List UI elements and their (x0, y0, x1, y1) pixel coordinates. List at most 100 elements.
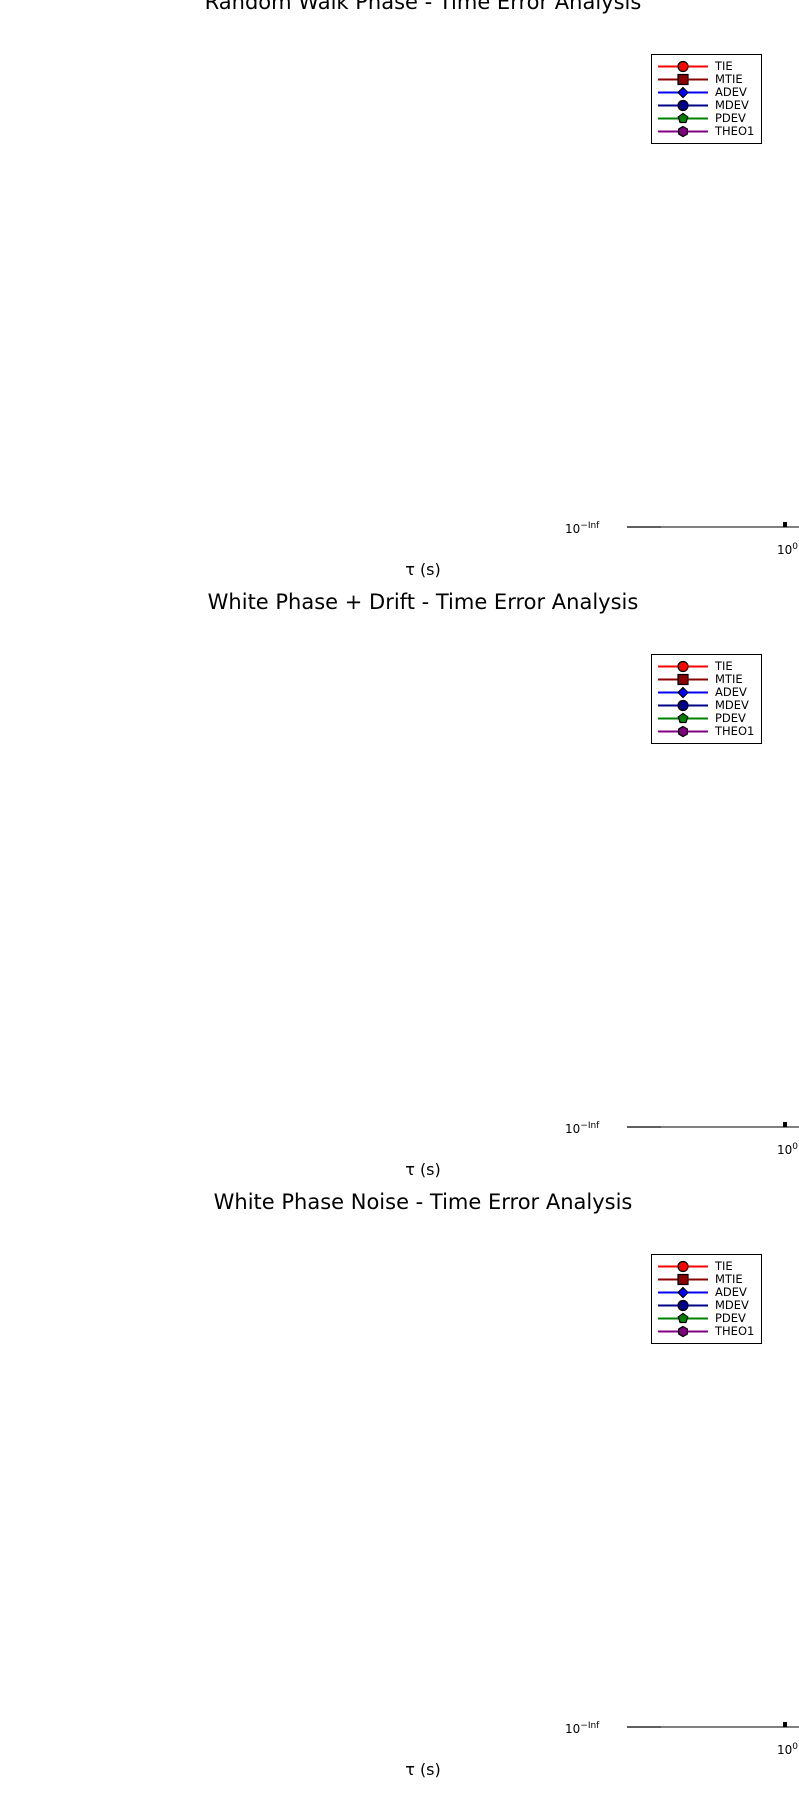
legend-label: MDEV (715, 698, 749, 712)
x-tick-mark (783, 1722, 787, 1727)
y-tick-exponent: −Inf (580, 521, 600, 531)
legend-marker (677, 686, 689, 699)
legend: TIE MTIE ADEV MDEV PDEV THEO1 (651, 1254, 762, 1344)
y-tick-label: 10−Inf (565, 521, 600, 536)
legend-label: THEO1 (715, 1324, 755, 1338)
legend-swatch (658, 112, 708, 124)
legend-swatch (658, 660, 708, 673)
legend-entry: MTIE (652, 672, 763, 686)
chart-title: White Phase + Drift - Time Error Analysi… (207, 590, 639, 614)
chart-panel: White Phase + Drift - Time Error Analysi… (0, 590, 799, 1200)
legend-swatch (658, 99, 708, 112)
legend-swatch (658, 1260, 708, 1273)
legend-marker (677, 60, 689, 73)
legend-label: THEO1 (715, 724, 755, 738)
legend-entry: MTIE (652, 1272, 763, 1286)
legend-swatch (658, 1286, 708, 1299)
legend-entry: TIE (652, 659, 763, 673)
legend-label: ADEV (715, 685, 747, 699)
legend-entry: ADEV (652, 85, 763, 99)
y-tick-label: 10−Inf (565, 1121, 600, 1136)
legend-entry: PDEV (652, 1311, 763, 1325)
legend-swatch (658, 686, 708, 699)
legend-swatch (658, 125, 708, 138)
legend-entry: TIE (652, 59, 763, 73)
x-tick-exponent: 0 (792, 1142, 798, 1152)
legend-entry: PDEV (652, 111, 763, 125)
legend-marker (677, 1312, 689, 1324)
legend-entry: ADEV (652, 1285, 763, 1299)
legend-swatch (658, 60, 708, 73)
legend-swatch (658, 1312, 708, 1324)
legend-swatch (658, 712, 708, 724)
legend-label: ADEV (715, 1285, 747, 1299)
legend-label: ADEV (715, 85, 747, 99)
legend-label: MDEV (715, 1298, 749, 1312)
legend-label: MTIE (715, 672, 743, 686)
legend-label: THEO1 (715, 124, 755, 138)
chart-panel: White Phase Noise - Time Error Analysis 1… (0, 1190, 799, 1800)
legend-label: TIE (715, 659, 733, 673)
legend-label: PDEV (715, 111, 746, 125)
plot-area: 10−Inf 100 (565, 1721, 799, 1757)
legend-swatch (658, 86, 708, 99)
legend-entry: MDEV (652, 1298, 763, 1312)
legend-label: MDEV (715, 98, 749, 112)
legend-swatch (658, 725, 708, 738)
legend-swatch (658, 673, 708, 686)
legend-swatch (658, 73, 708, 86)
legend-entry: THEO1 (652, 724, 763, 738)
legend-entry: THEO1 (652, 1324, 763, 1338)
legend-marker (677, 73, 689, 86)
legend-marker (677, 112, 689, 124)
legend-label: TIE (715, 1259, 733, 1273)
legend: TIE MTIE ADEV MDEV PDEV THEO1 (651, 54, 762, 144)
x-tick-exponent: 0 (792, 542, 798, 552)
legend-marker (678, 1325, 688, 1338)
legend-swatch (658, 699, 708, 712)
legend-marker (677, 660, 689, 673)
legend-marker (678, 125, 688, 138)
legend-marker (677, 99, 689, 112)
legend-entry: MTIE (652, 72, 763, 86)
legend-swatch (658, 1273, 708, 1286)
legend-entry: TIE (652, 1259, 763, 1273)
legend-entry: PDEV (652, 711, 763, 725)
x-tick-mark (783, 1122, 787, 1127)
x-tick-label: 100 (777, 542, 798, 557)
legend-entry: ADEV (652, 685, 763, 699)
legend: TIE MTIE ADEV MDEV PDEV THEO1 (651, 654, 762, 744)
x-axis-label: τ (s) (405, 1760, 441, 1779)
x-tick-mark (783, 522, 787, 527)
legend-label: PDEV (715, 711, 746, 725)
x-axis-label: τ (s) (405, 560, 441, 579)
x-tick-label: 100 (777, 1742, 798, 1757)
legend-marker (677, 1260, 689, 1273)
y-tick-label: 10−Inf (565, 1721, 600, 1736)
legend-swatch (658, 1299, 708, 1312)
legend-marker (677, 1273, 689, 1286)
legend-label: PDEV (715, 1311, 746, 1325)
plot-area: 10−Inf 100 (565, 521, 799, 557)
legend-entry: MDEV (652, 98, 763, 112)
legend-label: MTIE (715, 72, 743, 86)
legend-marker (677, 699, 689, 712)
x-axis-label: τ (s) (405, 1160, 441, 1179)
legend-label: TIE (715, 59, 733, 73)
legend-label: MTIE (715, 1272, 743, 1286)
legend-entry: THEO1 (652, 124, 763, 138)
legend-marker (678, 725, 688, 738)
x-tick-exponent: 0 (792, 1742, 798, 1752)
y-tick-exponent: −Inf (580, 1121, 600, 1131)
x-tick-label: 100 (777, 1142, 798, 1157)
legend-entry: MDEV (652, 698, 763, 712)
chart-panel: Random Walk Phase - Time Error Analysis 1… (0, 0, 799, 600)
legend-marker (677, 86, 689, 99)
legend-marker (677, 673, 689, 686)
chart-title: Random Walk Phase - Time Error Analysis (204, 0, 642, 14)
legend-marker (677, 712, 689, 724)
legend-marker (677, 1286, 689, 1299)
legend-marker (677, 1299, 689, 1312)
y-tick-exponent: −Inf (580, 1721, 600, 1731)
chart-title: White Phase Noise - Time Error Analysis (213, 1190, 633, 1214)
